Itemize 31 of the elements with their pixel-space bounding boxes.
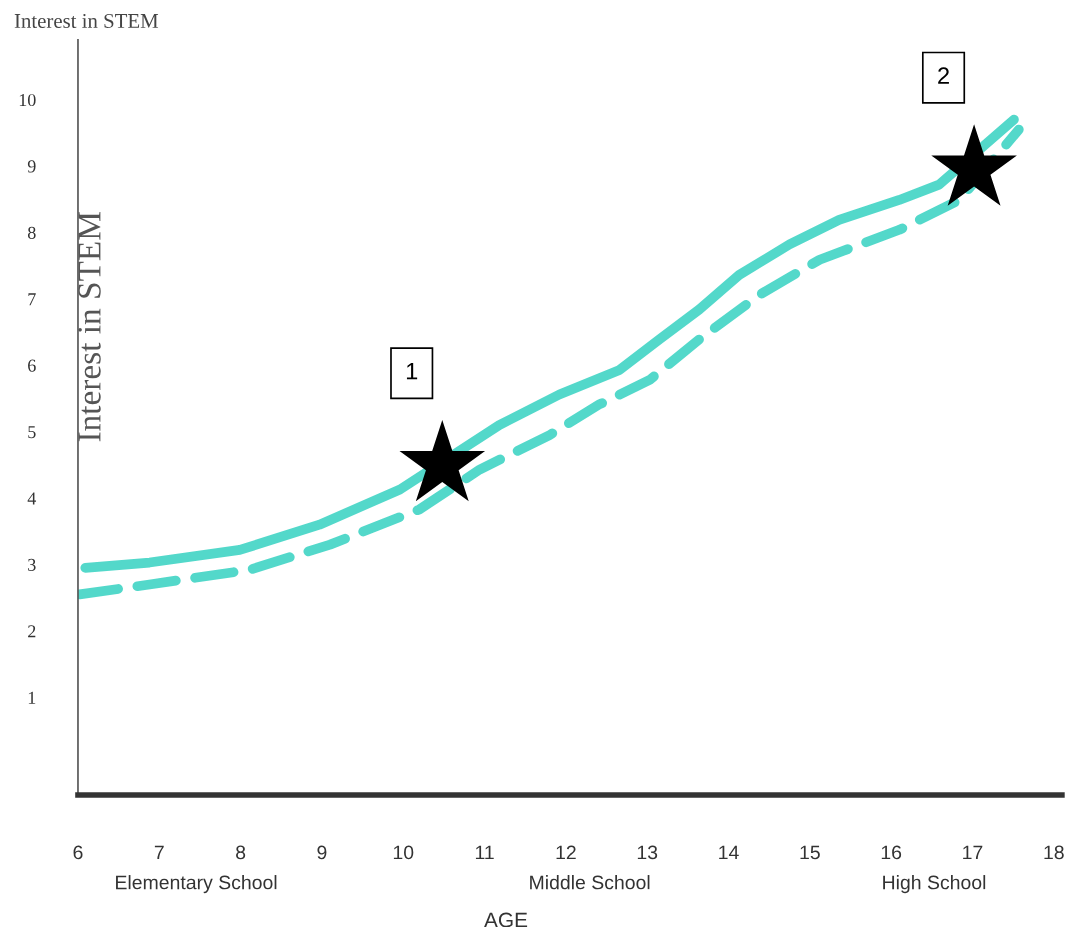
y-tick-label: 8 <box>27 226 36 239</box>
x-tick-label: 12 <box>556 845 576 860</box>
x-tick-label: 14 <box>719 845 739 860</box>
annotation: 2 <box>938 67 949 84</box>
y-tick-label: 5 <box>28 426 36 439</box>
text: High School <box>883 875 986 894</box>
x-tick-label: 10 <box>393 845 414 860</box>
x-axis-title: AGE <box>484 912 528 927</box>
y-tick-label: 1 <box>28 691 36 704</box>
x-tick-label: 7 <box>154 845 164 860</box>
y-tick-label: 10 <box>19 93 36 107</box>
x-tick-label: 18 <box>1044 845 1064 860</box>
x-tick-label: 13 <box>637 845 658 860</box>
y-tick-label: 6 <box>28 359 36 372</box>
annotation: 1 <box>406 363 418 380</box>
y-axis-title: Interest in STEM <box>78 212 101 442</box>
y-tick-label: 2 <box>28 625 36 638</box>
x-tick-label: 11 <box>475 845 494 860</box>
y-tick-label: 3 <box>28 558 36 571</box>
chart-title: Interest in STEM <box>14 13 159 28</box>
text: Middle School <box>530 875 650 890</box>
y-tick-label: 4 <box>27 492 37 505</box>
y-tick-label: 7 <box>28 293 36 306</box>
x-tick-label: 17 <box>963 845 983 860</box>
x-tick-label: 9 <box>317 845 327 860</box>
x-tick-label: 6 <box>73 845 83 860</box>
text: Elementary School <box>116 875 277 894</box>
y-tick-label: 9 <box>27 160 36 173</box>
x-tick-label: 15 <box>800 845 820 860</box>
x-tick-label: 16 <box>881 845 902 860</box>
x-tick-label: 8 <box>236 845 246 860</box>
